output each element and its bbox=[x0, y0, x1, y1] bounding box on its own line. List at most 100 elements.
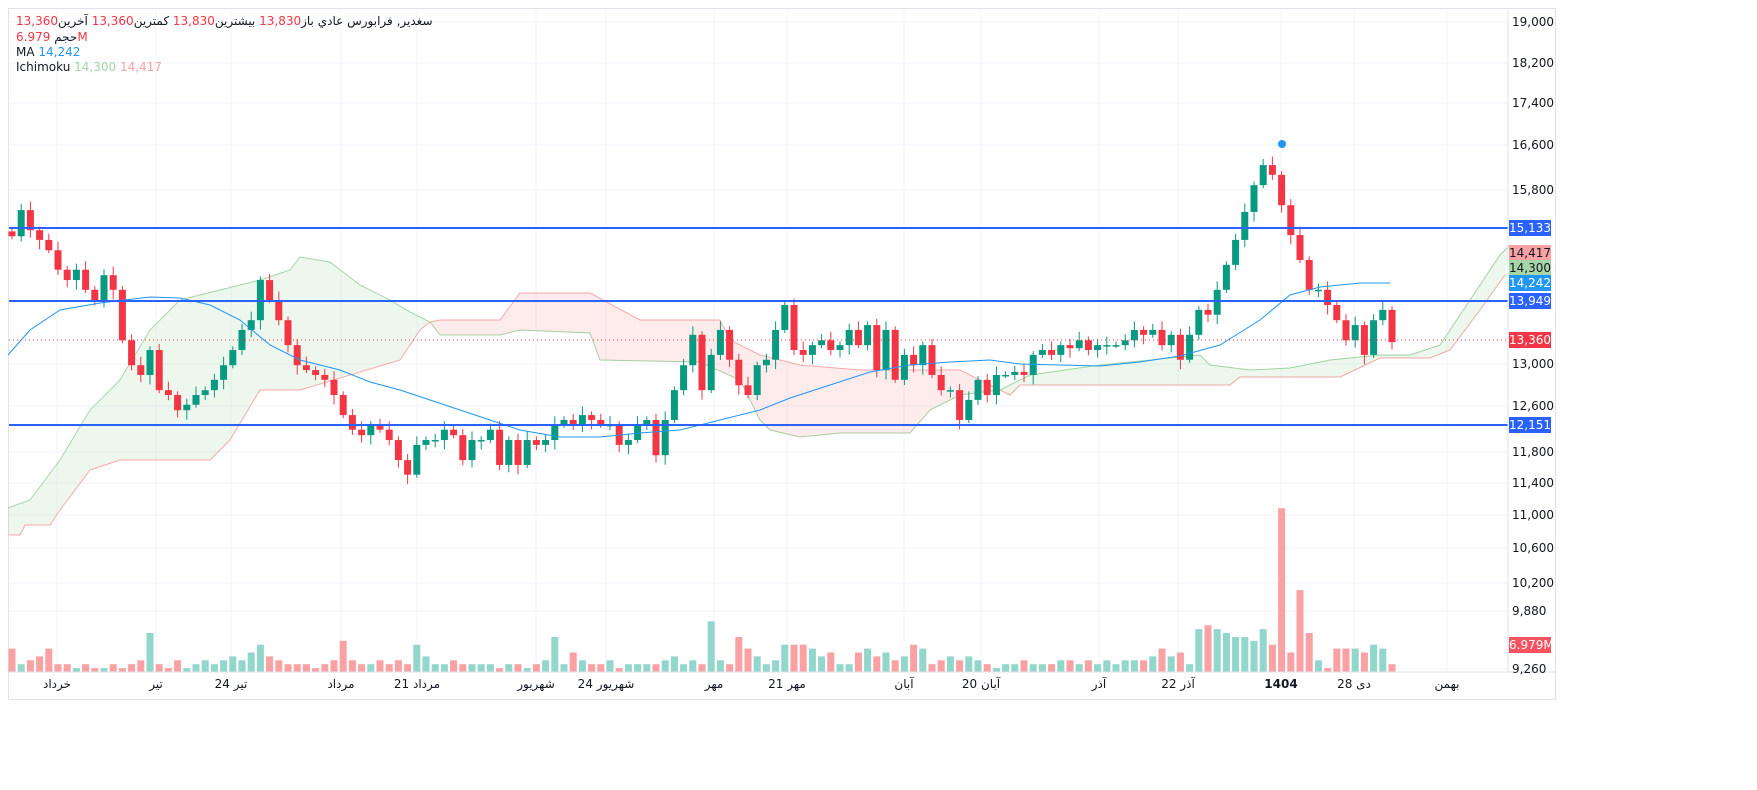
candle bbox=[1388, 306, 1396, 350]
candle bbox=[1149, 323, 1157, 338]
candle-body bbox=[1278, 174, 1286, 206]
volume-bar bbox=[100, 668, 108, 672]
volume-bar bbox=[1204, 625, 1212, 672]
volume-bar bbox=[643, 664, 651, 672]
candle bbox=[854, 321, 862, 349]
low-label: کمترین bbox=[133, 14, 170, 28]
candle bbox=[891, 326, 899, 383]
candle bbox=[1324, 281, 1332, 315]
candle bbox=[394, 436, 402, 468]
time-tick-label: 20 آبان bbox=[961, 677, 1001, 691]
candle-body bbox=[413, 444, 421, 475]
candle bbox=[1360, 321, 1368, 365]
candle bbox=[744, 376, 752, 399]
volume-bar bbox=[404, 664, 412, 672]
candle bbox=[45, 233, 53, 254]
volume-value: 6.979M bbox=[16, 30, 88, 44]
price-tick-label: 16,600 bbox=[1512, 138, 1554, 152]
candle-body bbox=[220, 365, 228, 380]
candle bbox=[302, 356, 310, 374]
candle-body bbox=[1084, 340, 1092, 351]
candle bbox=[109, 266, 117, 300]
time-tick-label: 24 تیر bbox=[214, 677, 248, 691]
time-tick-label: 1404 bbox=[1264, 677, 1298, 691]
candle-body bbox=[1222, 264, 1230, 290]
candle bbox=[1241, 203, 1249, 248]
volume-bar bbox=[339, 640, 347, 672]
candle-body bbox=[1324, 289, 1332, 305]
candle-body bbox=[1379, 309, 1387, 321]
price-tick-label: 9,260 bbox=[1512, 662, 1547, 676]
candle-body bbox=[266, 280, 274, 301]
volume-bar bbox=[183, 668, 191, 672]
candle bbox=[293, 339, 301, 375]
volume-bar bbox=[394, 660, 402, 672]
volume-bar bbox=[1176, 652, 1184, 672]
volume-bar bbox=[753, 656, 761, 672]
candle-body bbox=[937, 374, 945, 391]
candle bbox=[836, 341, 844, 358]
candle bbox=[937, 366, 945, 396]
volume-bar bbox=[882, 652, 890, 672]
volume-bar bbox=[1379, 648, 1387, 672]
candle-body bbox=[229, 350, 237, 366]
candle-body bbox=[836, 345, 844, 351]
volume-bar bbox=[201, 660, 209, 672]
candle-body bbox=[1204, 309, 1212, 315]
candle bbox=[1213, 281, 1221, 325]
candle-body bbox=[1048, 350, 1056, 355]
volume-bar bbox=[1084, 660, 1092, 672]
candle bbox=[505, 436, 513, 473]
volume-bar bbox=[413, 644, 421, 672]
candle bbox=[808, 341, 816, 365]
event-marker-icon[interactable] bbox=[1278, 140, 1286, 148]
candle bbox=[569, 413, 577, 430]
candle-body bbox=[376, 424, 384, 430]
volume-bar bbox=[45, 648, 53, 672]
volume-bar bbox=[459, 664, 467, 672]
volume-bar bbox=[1186, 664, 1194, 672]
candle bbox=[1379, 301, 1387, 326]
time-tick-label: بهمن bbox=[1434, 677, 1460, 691]
volume-bar bbox=[1112, 664, 1120, 672]
volume-bar bbox=[137, 660, 145, 672]
legend-volume[interactable]: حجم 6.979M bbox=[16, 30, 88, 44]
candle bbox=[818, 334, 826, 349]
candle bbox=[707, 348, 715, 394]
candle bbox=[772, 321, 780, 370]
legend-ma[interactable]: MA 14,242 bbox=[16, 45, 80, 59]
volume-bar bbox=[965, 656, 973, 672]
candle-body bbox=[670, 390, 678, 420]
volume-bar bbox=[17, 664, 25, 672]
candle bbox=[578, 406, 586, 433]
time-tick-label: تیر bbox=[149, 677, 163, 691]
volume-bar bbox=[799, 644, 807, 672]
volume-bar bbox=[1388, 664, 1396, 672]
candle-body bbox=[1176, 334, 1184, 360]
volume-bar bbox=[983, 664, 991, 672]
candle-body bbox=[1360, 325, 1368, 355]
candle bbox=[1314, 283, 1322, 298]
candle bbox=[551, 416, 559, 450]
candle-body bbox=[128, 340, 136, 366]
volume-bar bbox=[956, 660, 964, 672]
candle bbox=[128, 334, 136, 371]
candle-body bbox=[8, 231, 16, 237]
candle-body bbox=[735, 359, 743, 386]
volume-bar bbox=[1103, 660, 1111, 672]
volume-badge: 6.979M bbox=[1509, 637, 1554, 653]
volume-bar bbox=[256, 644, 264, 672]
candle-body bbox=[174, 395, 182, 411]
candle-body bbox=[100, 275, 108, 301]
candle bbox=[91, 286, 99, 306]
time-tick-label: مرداد bbox=[327, 677, 355, 691]
candle-body bbox=[588, 415, 596, 420]
legend-ichimoku[interactable]: Ichimoku 14,300 14,417 bbox=[16, 60, 162, 74]
candle-body bbox=[790, 304, 798, 351]
candle bbox=[496, 421, 504, 471]
level-badge-15133: 15,133 bbox=[1509, 220, 1551, 236]
candle-body bbox=[1002, 374, 1010, 377]
volume-bar bbox=[1075, 664, 1083, 672]
candle-body bbox=[118, 289, 126, 341]
